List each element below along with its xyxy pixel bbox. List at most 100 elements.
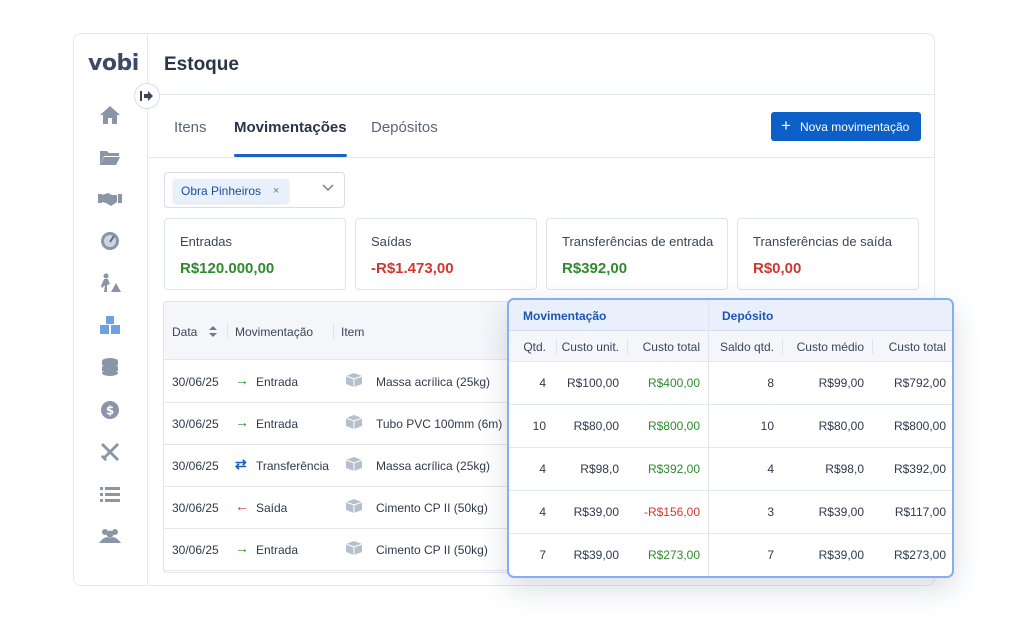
home-icon[interactable] — [98, 103, 122, 127]
group-deposit: Depósito — [722, 309, 774, 323]
box-icon — [345, 415, 363, 429]
project-filter-select[interactable]: Obra Pinheiros × — [164, 172, 345, 208]
worker-icon[interactable] — [98, 271, 122, 295]
movement-detail-panel: Movimentação Depósito Qtd. Custo unit. C… — [507, 298, 954, 578]
arrow-right-icon: → — [235, 414, 249, 430]
cell-dep-total-cost: R$792,00 — [893, 376, 946, 390]
cell-avg-cost: R$98,0 — [825, 462, 864, 476]
cell-balance-qty: 8 — [767, 376, 774, 390]
handshake-icon[interactable] — [98, 187, 122, 211]
arrow-right-icon: → — [235, 372, 249, 388]
tab-itens[interactable]: Itens — [174, 119, 207, 136]
cell-balance-qty: 10 — [760, 419, 774, 433]
header-avg-cost: Custo médio — [796, 340, 864, 354]
cell-unit-cost: R$39,00 — [573, 505, 619, 519]
cell-total-cost: -R$156,00 — [643, 505, 700, 519]
row-item: Cimento CP II (50kg) — [376, 543, 488, 557]
row-date: 30/06/25 — [172, 459, 219, 473]
users-icon[interactable] — [98, 524, 122, 548]
cell-unit-cost: R$100,00 — [566, 376, 619, 390]
cell-unit-cost: R$39,00 — [573, 548, 619, 562]
table-header: Data Movimentação Item — [164, 302, 532, 360]
row-type: Transferência — [256, 459, 329, 473]
cell-avg-cost: R$99,00 — [818, 376, 864, 390]
header-separator — [872, 339, 873, 354]
cell-balance-qty: 7 — [767, 548, 774, 562]
box-icon — [345, 457, 363, 471]
summary-card-transf-saida: Transferências de saída R$0,00 — [737, 218, 919, 290]
cell-balance-qty: 4 — [767, 462, 774, 476]
coins-icon[interactable] — [98, 355, 122, 379]
table-row[interactable]: 30/06/25 ← Saída Cimento CP II (50kg) — [164, 487, 532, 529]
table-row[interactable]: 30/06/25 → Entrada Cimento CP II (50kg) — [164, 529, 532, 571]
row-type: Entrada — [256, 417, 299, 431]
row-date: 30/06/25 — [172, 501, 219, 515]
chevron-down-icon — [322, 184, 334, 191]
filter-chip: Obra Pinheiros × — [173, 179, 290, 203]
table-row[interactable]: 30/06/25 → Entrada Tubo PVC 100mm (6m) — [164, 403, 532, 445]
header: Estoque — [148, 34, 934, 95]
boxes-icon[interactable] — [98, 313, 122, 337]
row-item: Cimento CP II (50kg) — [376, 501, 488, 515]
tabs-bar: Itens Movimentações Depósitos + Nova mov… — [148, 96, 934, 158]
arrow-left-icon: ← — [235, 498, 249, 514]
folder-icon[interactable] — [98, 145, 122, 169]
sort-icon[interactable] — [209, 326, 217, 337]
header-qty: Qtd. — [523, 340, 546, 354]
header-dep-total-cost: Custo total — [888, 340, 946, 354]
header-item: Item — [341, 325, 365, 339]
cell-total-cost: R$392,00 — [647, 462, 700, 476]
sidebar: vobi $ — [74, 34, 148, 585]
cell-qty: 7 — [539, 548, 546, 562]
cell-qty: 10 — [532, 419, 546, 433]
cell-avg-cost: R$80,00 — [818, 419, 864, 433]
new-movement-button[interactable]: + Nova movimentação — [771, 112, 921, 141]
movements-table: Data Movimentação Item 30/06/25 → Entrad… — [163, 301, 533, 573]
table-row[interactable]: 30/06/25 → Entrada Massa acrílica (25kg) — [164, 361, 532, 403]
cell-qty: 4 — [539, 505, 546, 519]
header-balance-qty: Saldo qtd. — [719, 340, 774, 354]
header-separator — [333, 323, 334, 339]
card-label: Entradas — [180, 234, 233, 249]
list-icon[interactable] — [98, 482, 122, 506]
plus-icon: + — [781, 116, 791, 135]
card-value: R$120.000,00 — [180, 260, 275, 277]
detail-row: 4 R$39,00 -R$156,00 3 R$39,00 R$117,00 — [509, 491, 952, 534]
header-unit-cost: Custo unit. — [561, 340, 619, 354]
header-separator — [782, 339, 783, 354]
row-date: 30/06/25 — [172, 417, 219, 431]
column-header: Qtd. Custo unit. Custo total Saldo qtd. … — [509, 331, 952, 362]
group-movement: Movimentação — [523, 309, 607, 323]
chip-remove-icon[interactable]: × — [273, 185, 280, 197]
cell-unit-cost: R$98,0 — [580, 462, 619, 476]
svg-text:$: $ — [106, 404, 114, 418]
row-item: Tubo PVC 100mm (6m) — [376, 417, 503, 431]
row-type: Entrada — [256, 543, 299, 557]
group-divider — [708, 300, 709, 576]
arrow-right-icon — [140, 91, 153, 101]
cell-qty: 4 — [539, 376, 546, 390]
dollar-icon[interactable]: $ — [98, 398, 122, 422]
cell-avg-cost: R$39,00 — [818, 505, 864, 519]
table-row[interactable]: 30/06/25 ⇄ Transferência Massa acrílica … — [164, 445, 532, 487]
header-movement: Movimentação — [235, 325, 314, 339]
tab-depositos[interactable]: Depósitos — [371, 119, 438, 136]
row-type: Saída — [256, 501, 288, 515]
row-item: Massa acrílica (25kg) — [376, 375, 491, 389]
cell-dep-total-cost: R$800,00 — [893, 419, 946, 433]
card-value: -R$1.473,00 — [371, 260, 454, 277]
box-icon — [345, 373, 363, 387]
card-value: R$0,00 — [753, 260, 802, 277]
header-date[interactable]: Data — [172, 325, 198, 339]
summary-card-entradas: Entradas R$120.000,00 — [164, 218, 346, 290]
gauge-icon[interactable] — [98, 229, 122, 253]
new-movement-label: Nova movimentação — [799, 119, 910, 134]
cell-total-cost: R$400,00 — [647, 376, 700, 390]
card-label: Saídas — [371, 234, 412, 249]
cell-unit-cost: R$80,00 — [573, 419, 619, 433]
sidebar-toggle-button[interactable] — [134, 83, 160, 109]
summary-card-transf-entrada: Transferências de entrada R$392,00 — [546, 218, 728, 290]
cell-balance-qty: 3 — [767, 505, 774, 519]
tab-movimentacoes[interactable]: Movimentações — [234, 119, 347, 136]
tools-icon[interactable] — [98, 440, 122, 464]
